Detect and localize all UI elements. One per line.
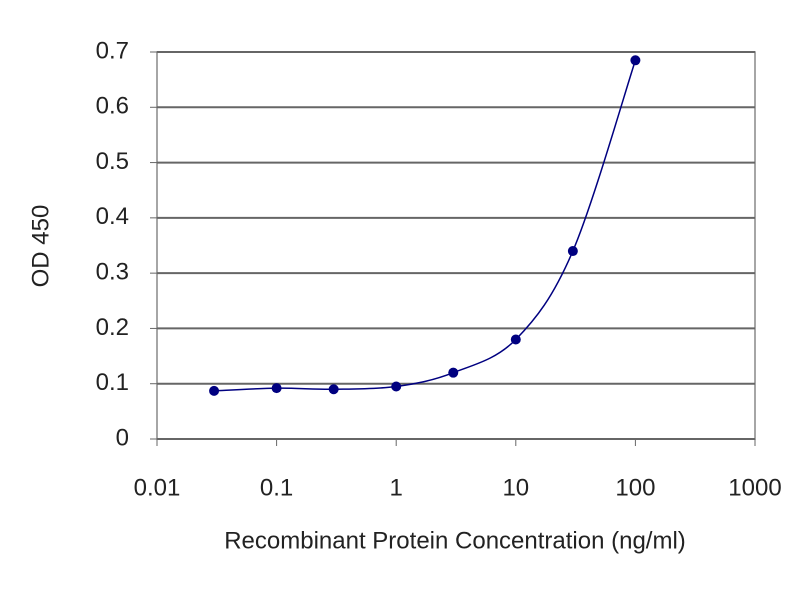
- x-tick-label: 0.01: [134, 474, 181, 501]
- data-point: [630, 55, 641, 66]
- x-tick-label: 1: [390, 474, 403, 501]
- data-point: [328, 384, 339, 395]
- data-point: [391, 381, 402, 392]
- y-tick-label: 0.6: [96, 93, 129, 120]
- x-tick-label: 100: [615, 474, 655, 501]
- y-axis-label: OD 450: [27, 205, 54, 288]
- data-point: [567, 246, 578, 257]
- y-tick-label: 0.4: [96, 203, 129, 230]
- x-tick-label: 1000: [728, 474, 781, 501]
- data-point: [271, 383, 282, 394]
- y-tick-label: 0.5: [96, 148, 129, 175]
- y-tick-label: 0.3: [96, 258, 129, 285]
- data-point: [209, 385, 220, 396]
- y-tick-label: 0.1: [96, 369, 129, 396]
- y-tick-label: 0: [116, 424, 129, 451]
- y-tick-label: 0.2: [96, 314, 129, 341]
- x-tick-label: 0.1: [260, 474, 293, 501]
- y-tick-label: 0.7: [96, 37, 129, 64]
- x-axis-label: Recombinant Protein Concentration (ng/ml…: [224, 527, 686, 554]
- data-point: [510, 334, 521, 345]
- x-tick-label: 10: [502, 474, 529, 501]
- plot-area: [156, 51, 756, 440]
- data-point: [448, 367, 459, 378]
